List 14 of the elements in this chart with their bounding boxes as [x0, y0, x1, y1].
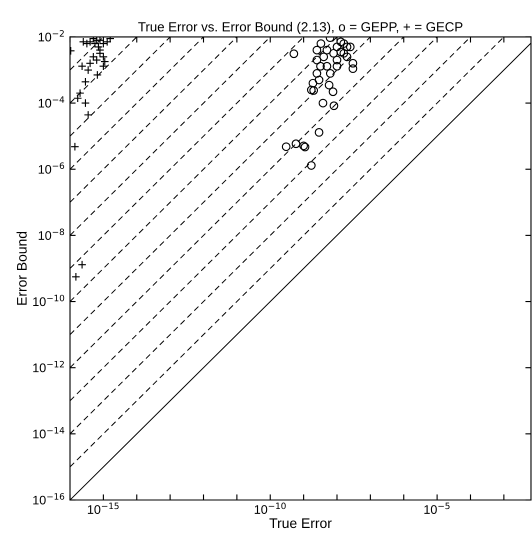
y-axis-title: Error Bound: [16, 232, 27, 305]
y-tick-label: 10$^{−10}$: [33, 294, 64, 306]
y-tick-label: 10$^{−2}$: [38, 30, 64, 42]
y-tick-label: 10$^{−8}$: [38, 228, 64, 240]
y-tick-label: 10$^{−4}$: [38, 96, 64, 108]
y-tick-label: 10$^{−12}$: [33, 360, 64, 372]
x-tick-label: 10$^{−10}$: [254, 502, 286, 514]
x-axis-title: True Error: [269, 518, 332, 528]
y-tick-label: 10$^{−14}$: [33, 427, 64, 438]
y-tick-label: 10$^{−6}$: [38, 162, 64, 174]
chart-title: True Error vs. Error Bound (2.13), o = GEPP, + = GECP: [138, 22, 462, 34]
y-tick-label: 10$^{−16}$: [33, 493, 64, 505]
x-tick-label: 10$^{−15}$: [88, 502, 119, 514]
x-tick-label: 10$^{−5}$: [424, 502, 450, 514]
